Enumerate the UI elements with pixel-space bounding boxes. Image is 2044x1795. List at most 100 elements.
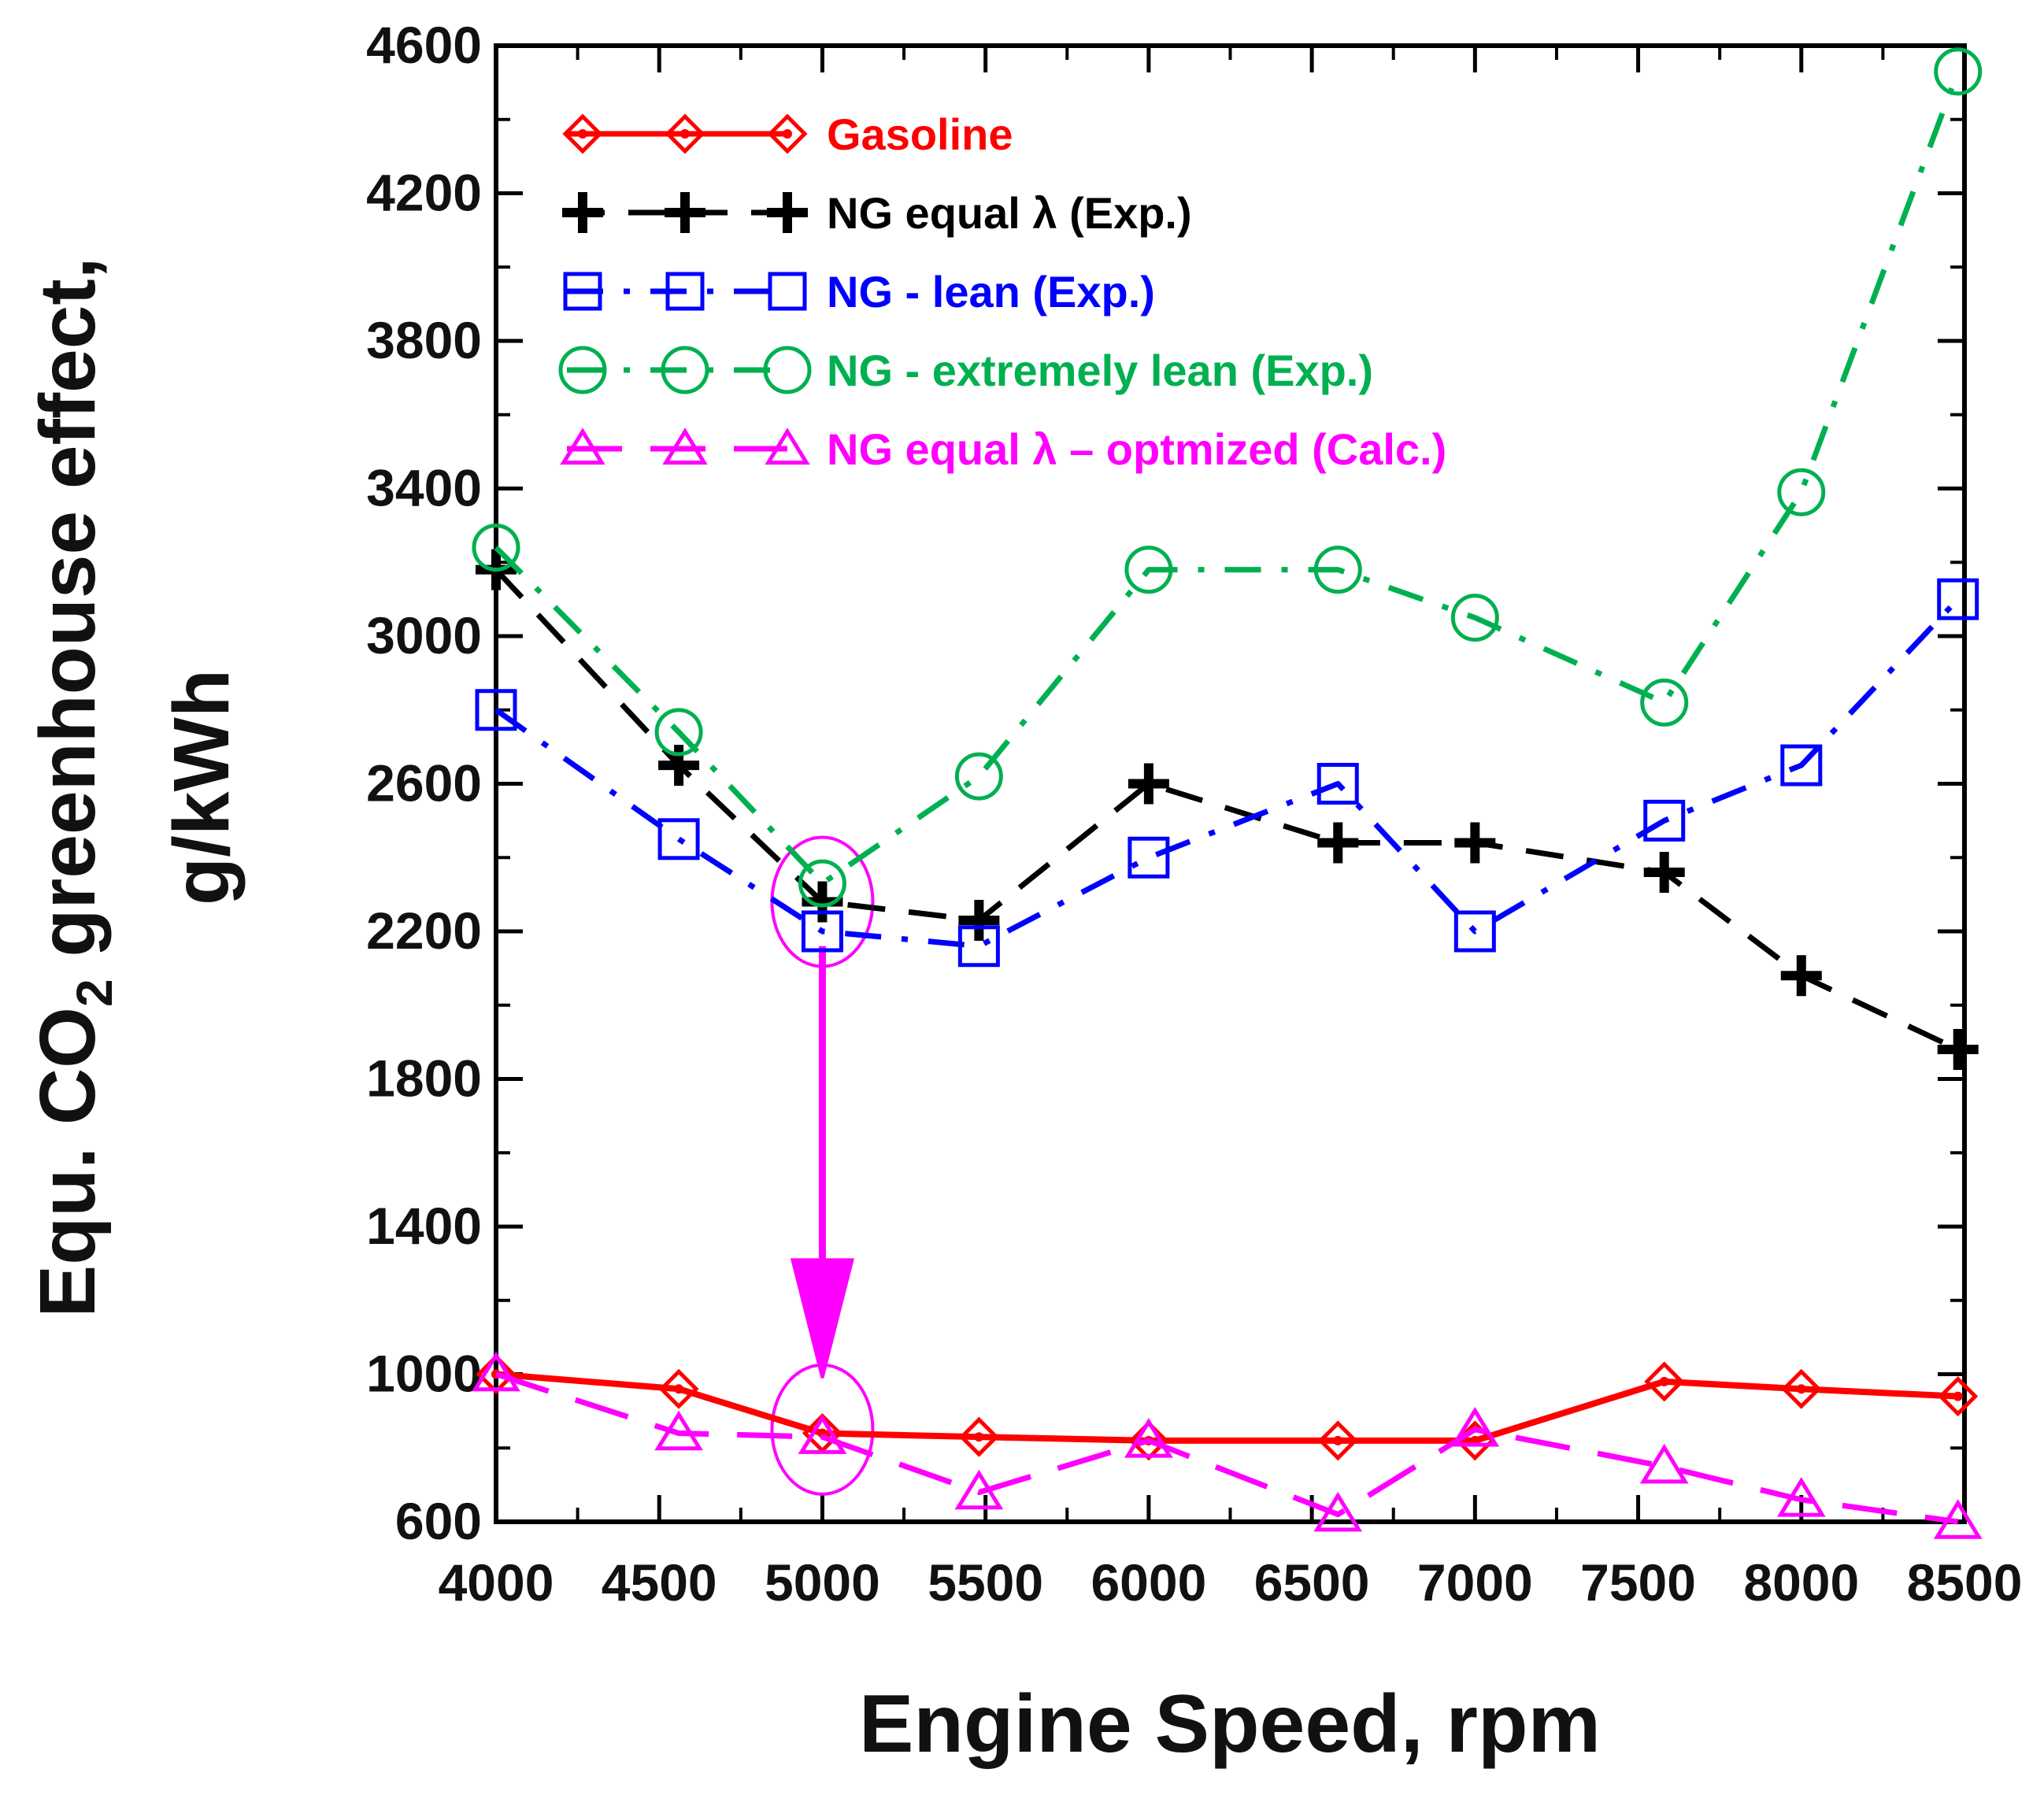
plus-marker xyxy=(1317,822,1359,864)
diamond-marker-dot xyxy=(1659,1376,1669,1386)
circle-marker xyxy=(1450,594,1499,642)
diamond-marker xyxy=(665,113,705,154)
series-0 xyxy=(476,1353,1979,1461)
triangle-marker xyxy=(1933,1499,1983,1539)
diamond-marker xyxy=(658,1368,699,1409)
plus-marker xyxy=(958,899,1000,941)
y-tick-label: 3800 xyxy=(366,311,482,369)
y-tick-label: 1800 xyxy=(366,1049,482,1108)
diamond-marker xyxy=(958,1416,999,1457)
triangle-marker xyxy=(954,1469,1004,1510)
diamond-marker-dot xyxy=(1796,1384,1806,1394)
x-tick-labels: 4000 4500 5000 5500 6000 6500 7000 7500 8000 8500 xyxy=(439,1553,2023,1612)
x-tick-label: 6500 xyxy=(1254,1553,1370,1612)
series-line xyxy=(494,568,1960,1053)
x-tick-label: 5500 xyxy=(928,1553,1043,1612)
diamond-marker-dot xyxy=(674,1384,684,1394)
legend-label: NG - lean (Exp.) xyxy=(827,267,1155,316)
legend-entry: NG - extremely lean (Exp.) xyxy=(558,346,1373,395)
circle-marker xyxy=(558,346,607,394)
circle-marker xyxy=(1313,546,1362,594)
circle-marker xyxy=(1124,546,1173,594)
y-tick-label: 4200 xyxy=(366,164,482,222)
x-tick-label: 8000 xyxy=(1743,1553,1859,1612)
x-tick-label: 6000 xyxy=(1091,1553,1206,1612)
annotations xyxy=(770,835,875,1496)
x-axis-title: Engine Speed, rpm xyxy=(859,1678,1601,1770)
series-3 xyxy=(472,47,1983,908)
diamond-marker xyxy=(1128,1420,1169,1461)
triangle-marker xyxy=(1639,1443,1689,1484)
square-marker xyxy=(1316,763,1359,805)
diamond-marker-dot xyxy=(1953,1391,1963,1401)
series-4 xyxy=(472,1351,1983,1539)
square-marker xyxy=(657,818,700,860)
square-marker xyxy=(1128,836,1170,879)
legend-entry: NG equal λ (Exp.) xyxy=(562,188,1192,238)
square-marker xyxy=(563,272,602,311)
circle-marker xyxy=(798,859,846,908)
legend-label: NG equal λ (Exp.) xyxy=(827,188,1192,238)
y-tick-label: 600 xyxy=(395,1492,482,1550)
y-tick-label: 3000 xyxy=(366,606,482,664)
x-tick-label: 4500 xyxy=(602,1553,717,1612)
circle-marker xyxy=(661,346,709,394)
square-marker xyxy=(1937,578,1979,620)
series-line xyxy=(494,1371,1959,1525)
y-tick-label: 2600 xyxy=(366,754,482,812)
diamond-marker xyxy=(1317,1420,1358,1461)
plus-marker xyxy=(1128,763,1169,805)
x-tick-label: 7500 xyxy=(1580,1553,1696,1612)
y-axis-title-line2: g/kWh xyxy=(157,669,246,905)
plus-marker xyxy=(562,192,603,233)
diamond-marker xyxy=(1938,1376,1979,1417)
legend-label: NG - extremely lean (Exp.) xyxy=(827,346,1373,395)
plus-marker xyxy=(1643,852,1685,893)
y-axis-title: Equ. CO2 greenhouse effect, g/kWh xyxy=(24,257,246,1318)
legend-entry: NG - lean (Exp.) xyxy=(563,267,1155,316)
triangle-marker xyxy=(798,1414,847,1454)
square-marker xyxy=(1643,799,1686,842)
square-marker xyxy=(665,272,705,311)
y-tick-label: 1000 xyxy=(366,1345,482,1403)
square-marker xyxy=(801,910,843,953)
series-line xyxy=(495,1371,1958,1444)
axis-ticks xyxy=(494,43,1967,1524)
square-marker xyxy=(475,689,517,731)
triangle-marker xyxy=(1124,1418,1173,1458)
diamond-marker xyxy=(476,1353,517,1395)
y-tick-label: 2200 xyxy=(366,901,482,960)
triangle-marker xyxy=(472,1351,520,1392)
x-tick-label: 5000 xyxy=(765,1553,880,1612)
triangle-marker xyxy=(654,1410,703,1451)
legend-label: Gasoline xyxy=(827,109,1013,159)
y-axis-title-subscript: 2 xyxy=(66,979,123,1007)
y-tick-labels: 600 1000 1400 1800 2200 2600 3000 3400 3800 4200 4… xyxy=(366,16,482,1550)
circle-marker xyxy=(1934,47,1983,96)
plus-marker xyxy=(665,192,705,233)
plus-marker xyxy=(767,192,808,233)
diamond-marker-dot xyxy=(680,129,690,139)
plus-marker xyxy=(1937,1029,1979,1070)
diamond-marker-dot xyxy=(974,1432,984,1442)
circle-marker xyxy=(654,708,703,757)
triangle-marker xyxy=(560,427,605,465)
arrow-head xyxy=(790,1258,855,1379)
x-tick-label: 4000 xyxy=(439,1553,554,1612)
square-marker xyxy=(1780,744,1823,786)
diamond-marker-dot xyxy=(1333,1435,1343,1445)
series-line xyxy=(494,597,1961,949)
y-axis-title-rest: greenhouse effect, xyxy=(24,257,112,979)
diamond-marker xyxy=(562,113,603,154)
triangle-marker xyxy=(662,427,708,465)
diamond-marker xyxy=(767,113,808,154)
diamond-marker xyxy=(1644,1361,1685,1402)
plus-marker xyxy=(1780,955,1822,997)
y-tick-label: 4600 xyxy=(366,16,482,74)
circle-marker xyxy=(954,752,1003,801)
legend-label: NG equal λ – optmized (Calc.) xyxy=(827,424,1446,474)
diamond-marker-dot xyxy=(783,129,792,139)
triangle-marker xyxy=(1450,1407,1500,1447)
triangle-marker xyxy=(765,427,810,465)
